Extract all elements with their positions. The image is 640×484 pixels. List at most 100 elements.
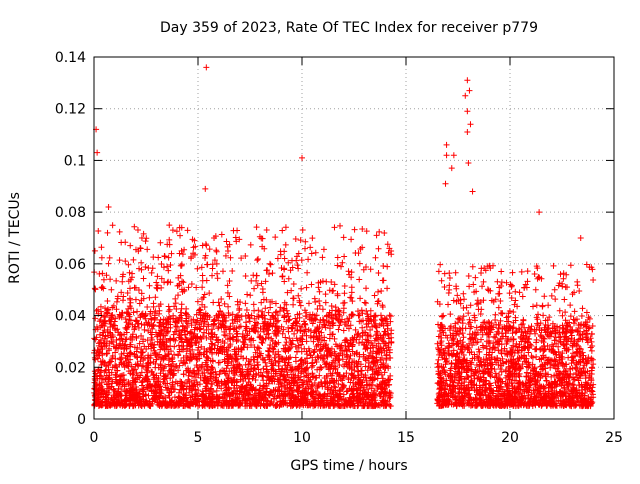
data-point xyxy=(307,244,313,250)
data-point xyxy=(552,296,558,302)
data-point xyxy=(342,283,348,289)
data-point xyxy=(315,284,321,290)
data-point xyxy=(302,246,308,252)
data-point xyxy=(349,284,355,290)
data-point xyxy=(335,254,341,260)
data-point xyxy=(304,270,310,276)
data-point xyxy=(481,279,487,285)
data-point xyxy=(264,227,270,233)
data-point xyxy=(323,279,329,285)
data-point xyxy=(576,288,582,294)
data-point xyxy=(281,267,287,273)
data-point xyxy=(230,228,236,234)
data-point xyxy=(144,246,150,252)
data-point xyxy=(170,227,176,233)
data-point xyxy=(260,289,266,295)
data-point xyxy=(219,232,225,238)
data-point xyxy=(384,285,390,291)
data-point xyxy=(341,290,347,296)
data-point xyxy=(141,276,147,282)
data-point xyxy=(202,291,208,297)
data-point xyxy=(272,234,278,240)
data-point xyxy=(92,286,98,292)
data-point xyxy=(276,363,282,369)
data-point xyxy=(112,356,118,362)
data-point xyxy=(337,223,343,229)
data-point xyxy=(106,261,112,267)
data-point xyxy=(525,268,531,274)
data-point xyxy=(589,343,595,349)
data-point xyxy=(478,306,484,312)
data-point xyxy=(168,251,174,257)
data-point xyxy=(146,283,152,289)
data-point xyxy=(149,270,155,276)
data-point xyxy=(470,264,476,270)
data-point xyxy=(171,344,177,350)
data-point xyxy=(188,329,194,335)
data-point xyxy=(282,255,288,261)
data-point xyxy=(267,261,273,267)
data-point xyxy=(254,257,260,263)
data-point xyxy=(251,301,257,307)
data-point xyxy=(362,300,368,306)
data-point xyxy=(363,285,369,291)
data-point xyxy=(110,222,116,228)
data-point xyxy=(520,321,526,327)
data-point xyxy=(144,304,150,310)
data-point xyxy=(267,304,273,310)
data-point xyxy=(364,324,370,330)
data-point xyxy=(143,238,149,244)
data-point xyxy=(139,290,145,296)
data-point xyxy=(166,222,172,228)
data-point xyxy=(541,293,547,299)
data-point xyxy=(273,309,279,315)
data-point xyxy=(309,364,315,370)
data-point xyxy=(590,277,596,283)
data-point xyxy=(331,224,337,230)
data-point xyxy=(199,296,205,302)
data-point xyxy=(297,358,303,364)
data-point xyxy=(128,300,134,306)
data-point xyxy=(142,264,148,270)
data-point xyxy=(146,295,152,301)
data-point xyxy=(492,335,498,341)
data-point xyxy=(254,362,260,368)
data-point xyxy=(215,275,221,281)
data-point xyxy=(317,289,323,295)
data-point xyxy=(329,303,335,309)
data-point xyxy=(229,268,235,274)
data-point xyxy=(532,331,538,337)
data-point xyxy=(293,358,299,364)
data-point xyxy=(143,235,149,241)
data-point xyxy=(194,266,200,272)
data-point xyxy=(113,363,119,369)
data-point xyxy=(127,295,133,301)
data-point xyxy=(436,268,442,274)
data-point xyxy=(92,315,98,321)
data-point xyxy=(388,327,394,333)
data-point xyxy=(334,263,340,269)
data-point xyxy=(492,317,498,323)
data-point xyxy=(166,308,172,314)
data-point xyxy=(549,293,555,299)
data-point xyxy=(279,228,285,234)
data-point xyxy=(125,262,131,268)
data-point xyxy=(323,291,329,297)
data-point xyxy=(387,312,393,318)
data-point xyxy=(207,246,213,252)
data-point xyxy=(247,292,253,298)
data-point xyxy=(559,313,565,319)
data-point xyxy=(258,300,264,306)
data-point xyxy=(499,279,505,285)
data-point xyxy=(153,280,159,286)
data-point xyxy=(492,312,498,318)
data-point xyxy=(122,258,128,264)
chart-title: Day 359 of 2023, Rate Of TEC Index for r… xyxy=(160,20,538,36)
data-point xyxy=(309,235,315,241)
data-point xyxy=(298,286,304,292)
data-point xyxy=(200,278,206,284)
data-point xyxy=(254,224,260,230)
data-point xyxy=(309,250,315,256)
data-point xyxy=(122,325,128,331)
data-point xyxy=(472,275,478,281)
